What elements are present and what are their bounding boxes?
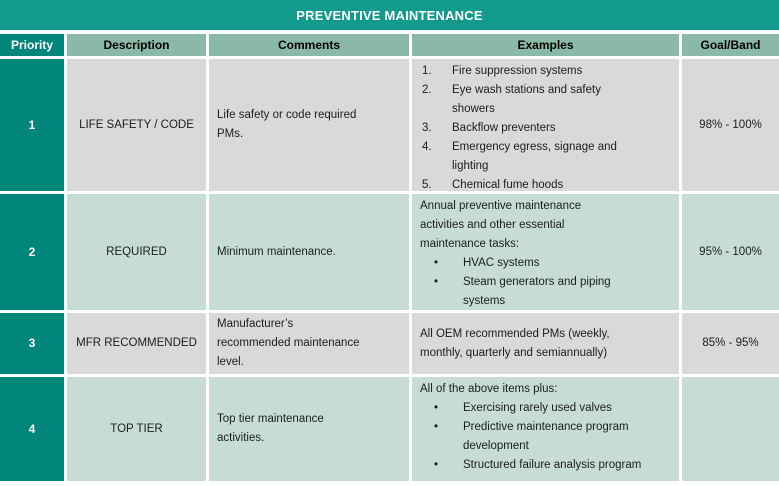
bullet-marker: • — [434, 276, 439, 288]
comments-cell-3: Manufacturer’s recommended maintenance l… — [209, 313, 409, 374]
comments-cell-4: Top tier maintenance activities. — [209, 377, 409, 481]
column-header-comments: Comments — [209, 34, 409, 56]
example-item: • HVAC systems — [420, 254, 673, 273]
example-text: Chemical fume hoods — [452, 179, 564, 191]
description-cell-1: LIFE SAFETY / CODE — [67, 59, 206, 191]
list-number: 5. — [422, 179, 432, 191]
examples-cell-2: Annual preventive maintenance activities… — [412, 194, 679, 310]
column-header-examples: Examples — [412, 34, 679, 56]
example-text: Exercising rarely used valves — [463, 402, 612, 414]
example-item: 5. Chemical fume hoods — [420, 176, 673, 191]
example-text: Fire suppression systems — [452, 65, 583, 77]
example-item: 2. Eye wash stations and safety showers — [420, 81, 673, 119]
example-text: All OEM recommended PMs (weekly, monthly… — [420, 327, 610, 359]
goal-band-cell-2: 95% - 100% — [682, 194, 779, 310]
priority-cell-2: 2 — [0, 194, 64, 310]
description-cell-4: TOP TIER — [67, 377, 206, 481]
maintenance-table: Priority Description Comments Examples G… — [0, 34, 779, 481]
example-item: • Structured failure analysis program — [420, 456, 673, 475]
bullet-marker: • — [434, 402, 439, 414]
example-text: Emergency egress, signage and lighting — [452, 141, 617, 172]
description-cell-3: MFR RECOMMENDED — [67, 313, 206, 374]
examples-cell-3: All OEM recommended PMs (weekly, monthly… — [412, 313, 679, 374]
list-number: 3. — [422, 122, 432, 134]
examples-intro: All of the above items plus: — [420, 383, 558, 395]
examples-cell-1: 1. Fire suppression systems 2. Eye wash … — [412, 59, 679, 191]
column-header-goal-band: Goal/Band — [682, 34, 779, 56]
example-text: Structured failure analysis program — [463, 459, 642, 471]
example-text: Eye wash stations and safety showers — [452, 84, 601, 115]
example-item: • Steam generators and piping systems — [420, 273, 673, 310]
comments-text: Life safety or code required PMs. — [217, 109, 357, 140]
example-text: Steam generators and piping systems — [463, 276, 611, 307]
example-item: 4. Emergency egress, signage and lightin… — [420, 138, 673, 176]
examples-intro: Annual preventive maintenance activities… — [420, 200, 582, 250]
example-item: 1. Fire suppression systems — [420, 62, 673, 81]
example-text: HVAC systems — [463, 257, 540, 269]
comments-text: Manufacturer’s recommended maintenance l… — [217, 318, 360, 368]
examples-cell-4: All of the above items plus: • Exercisin… — [412, 377, 679, 481]
list-number: 2. — [422, 84, 432, 96]
goal-band-cell-1: 98% - 100% — [682, 59, 779, 191]
column-header-priority: Priority — [0, 34, 64, 56]
comments-cell-1: Life safety or code required PMs. — [209, 59, 409, 191]
priority-cell-4: 4 — [0, 377, 64, 481]
comments-text: Top tier maintenance activities. — [217, 413, 324, 444]
comments-cell-2: Minimum maintenance. — [209, 194, 409, 310]
priority-cell-3: 3 — [0, 313, 64, 374]
goal-band-cell-3: 85% - 95% — [682, 313, 779, 374]
table-title: PREVENTIVE MAINTENANCE — [0, 0, 779, 30]
bullet-marker: • — [434, 421, 439, 433]
example-item: • Exercising rarely used valves — [420, 399, 673, 418]
bullet-marker: • — [434, 257, 439, 269]
comments-text: Minimum maintenance. — [217, 245, 336, 258]
list-number: 4. — [422, 141, 432, 153]
column-header-description: Description — [67, 34, 206, 56]
description-cell-2: REQUIRED — [67, 194, 206, 310]
goal-band-cell-4 — [682, 377, 779, 481]
example-text: Predictive maintenance program developme… — [463, 421, 629, 452]
bullet-marker: • — [434, 459, 439, 471]
example-item: 3. Backflow preventers — [420, 119, 673, 138]
list-number: 1. — [422, 65, 432, 77]
priority-cell-1: 1 — [0, 59, 64, 191]
example-text: Backflow preventers — [452, 122, 556, 134]
example-item: • Predictive maintenance program develop… — [420, 418, 673, 456]
